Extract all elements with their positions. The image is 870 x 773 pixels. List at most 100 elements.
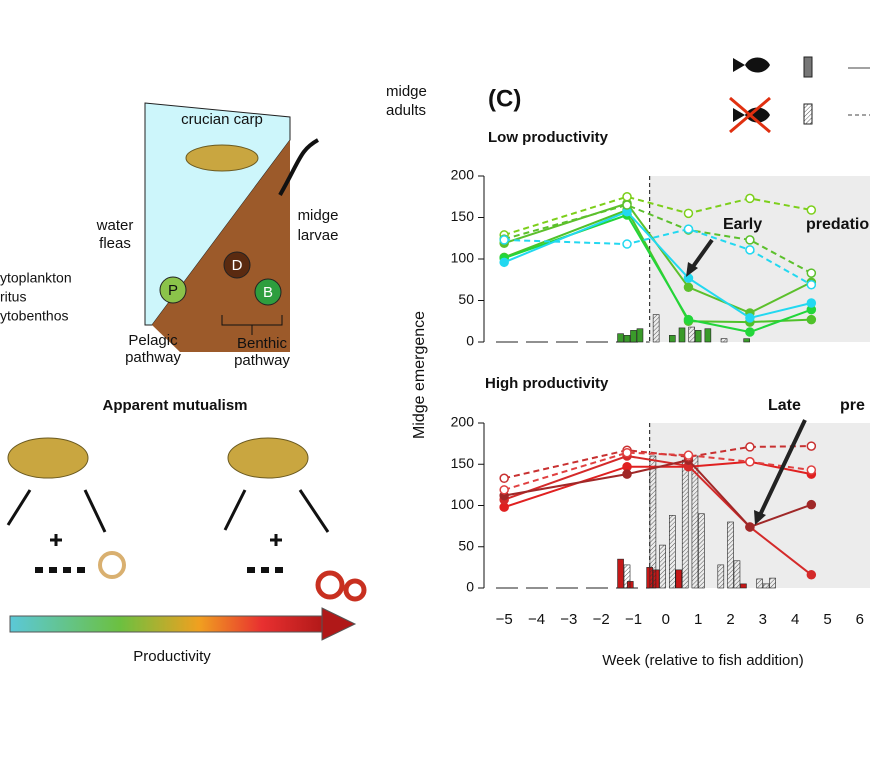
annotation: Early [723,216,762,233]
point [806,570,817,580]
x-tick-label: −1 [625,611,642,628]
point [499,473,509,484]
bar [743,338,750,343]
point [745,522,755,532]
larva [98,551,126,579]
sediment [152,140,290,352]
legend-fish [733,57,770,123]
x-tick-label: 1 [694,611,702,628]
node [223,251,251,279]
label: midge [386,83,427,100]
x-tick-label: 3 [759,611,767,628]
point [745,235,755,245]
larva [315,570,345,600]
point [806,279,817,290]
bar [623,335,631,343]
node-label: P [168,282,178,299]
chart-title: Low productivity [488,129,609,146]
y-tick-label: 50 [458,291,474,307]
series-line [503,445,812,480]
label: Pelagic [128,332,178,349]
point [806,205,817,215]
point [622,447,632,458]
fish [7,437,89,479]
x-tick-label: −2 [593,611,610,628]
annotation-arrow [686,262,698,277]
point [683,282,694,292]
bar [630,330,637,343]
fish [185,144,259,172]
bar [659,544,666,589]
larva [343,578,367,602]
y-tick-label: 100 [451,496,475,512]
point [622,192,632,202]
series-line [504,228,812,286]
point [683,273,694,283]
bracket [221,315,283,335]
label: crucian carp [181,111,263,128]
node-label: B [263,284,273,301]
bar [678,327,686,343]
y-axis-label: Midge emergence [411,311,428,439]
point [745,245,755,255]
bar [675,569,683,589]
emergence-arrow [278,138,320,196]
bar [727,521,734,589]
point [622,469,632,479]
bar [733,560,741,589]
fish [227,437,309,479]
annotation: predation [806,216,870,233]
x-tick-label: 4 [791,611,799,628]
node-label: D [232,257,243,274]
bar [769,577,776,589]
y-tick-label: 0 [466,333,474,349]
node [159,276,187,304]
y-tick-label: 200 [451,167,475,183]
arrows [6,489,330,533]
gradient-arrow [321,607,357,641]
point [499,485,509,495]
bar [740,583,747,589]
point [683,450,694,460]
chart-title: High productivity [485,375,609,392]
bar [617,558,624,589]
legend-bar [803,56,813,78]
node [254,278,282,306]
point [806,465,817,475]
point [683,224,694,234]
y-tick-label: 0 [466,579,474,595]
label: ytobenthos [0,308,69,324]
bar [649,455,657,589]
bar [717,564,725,589]
x-tick-label: −4 [528,611,545,628]
label: midge [298,207,339,224]
point [499,257,509,268]
bar [694,330,702,343]
annotation-arrow [754,510,766,525]
point [806,441,817,451]
annotation-arrow [690,238,807,516]
point [499,235,509,245]
x-axis-label: Week (relative to fish addition) [602,652,803,669]
bar [652,314,660,343]
y-tick-label: 200 [451,414,475,430]
point [806,499,817,510]
bar [698,513,705,589]
x-tick-label: −5 [496,611,513,628]
gradient-bar [9,615,326,633]
x-tick-label: 5 [823,611,831,628]
point [683,208,694,219]
series-line [503,451,812,491]
label: ritus [0,289,26,305]
bar [636,328,644,343]
point [745,327,755,337]
y-tick-label: 100 [451,250,475,266]
bar [681,459,689,589]
x-tick-label: −3 [560,611,577,628]
label: pathway [234,352,290,369]
legend-cross [729,96,771,134]
axis-label: Productivity [133,648,211,665]
bar [762,583,770,589]
